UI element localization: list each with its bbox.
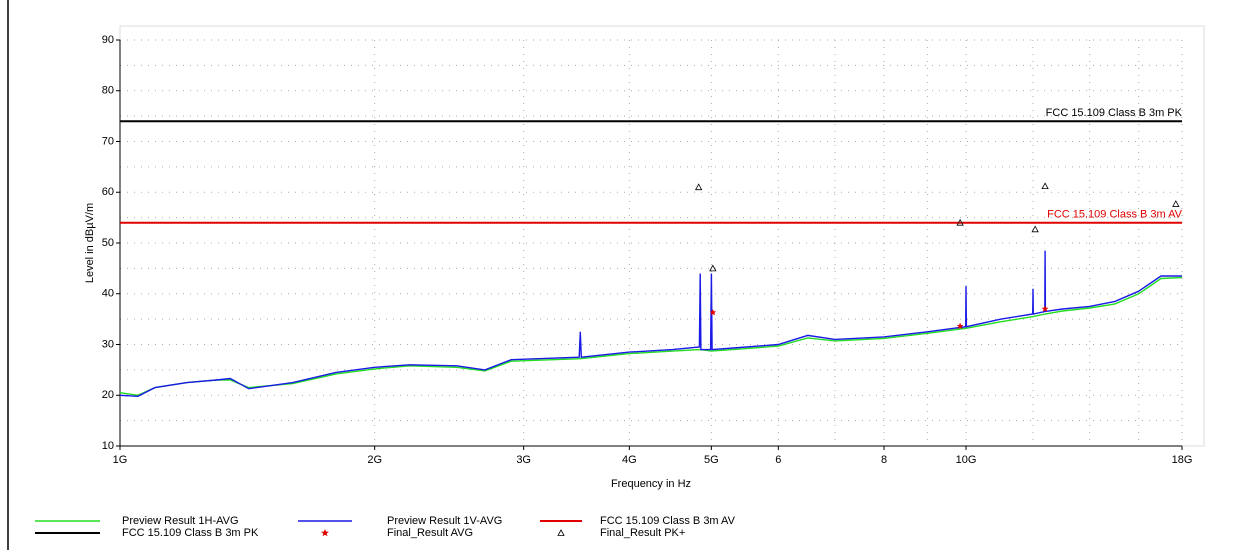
legend-label: FCC 15.109 Class B 3m AV [600, 515, 736, 527]
star-marker [709, 308, 717, 316]
plot-frame [119, 25, 1205, 447]
triangle-marker [694, 183, 703, 191]
legend-swatch [557, 529, 565, 536]
x-tick-label: 10G [956, 454, 977, 466]
x-tick-label: 8 [881, 454, 887, 466]
x-tick-label: 4G [622, 454, 637, 466]
y-tick-label: 60 [102, 186, 114, 198]
triangle-marker [1041, 182, 1049, 190]
limit-label: FCC 15.109 Class B 3m PK [1046, 107, 1183, 119]
x-axis-label: Frequency in Hz [611, 478, 691, 490]
y-tick-label: 40 [102, 288, 114, 300]
x-tick-label: 1G [113, 454, 128, 466]
legend-label: Final_Result PK+ [600, 527, 685, 539]
x-tick-label: 3G [516, 454, 531, 466]
star-marker [956, 322, 964, 330]
y-tick-label: 30 [102, 338, 114, 350]
y-tick-label: 20 [102, 389, 114, 401]
legend-label: Final_Result AVG [387, 527, 473, 539]
limit-label: FCC 15.109 Class B 3m AV [1047, 209, 1183, 221]
x-tick-label: 5G [704, 454, 719, 466]
y-tick-label: 70 [102, 135, 114, 147]
x-tick-label: 18G [1172, 454, 1193, 466]
triangle-marker [956, 218, 964, 226]
legend-label: Preview Result 1V-AVG [387, 515, 502, 527]
legend-label: Preview Result 1H-AVG [122, 515, 239, 527]
trace [119, 250, 1182, 398]
triangle-marker [1172, 200, 1180, 207]
legend-label: FCC 15.109 Class B 3m PK [122, 527, 259, 539]
y-tick-label: 90 [102, 34, 114, 46]
triangle-marker [709, 264, 717, 272]
triangle-marker [1031, 225, 1039, 233]
y-tick-label: 50 [102, 237, 114, 249]
legend-swatch [321, 528, 329, 537]
y-tick-label: 10 [102, 440, 114, 452]
y-tick-label: 80 [102, 85, 114, 97]
star-marker [1041, 305, 1049, 312]
trace [119, 276, 1183, 397]
x-tick-label: 6 [775, 454, 781, 466]
y-axis-label: Level in dBµV/m [84, 203, 96, 283]
x-tick-label: 2G [367, 454, 382, 466]
